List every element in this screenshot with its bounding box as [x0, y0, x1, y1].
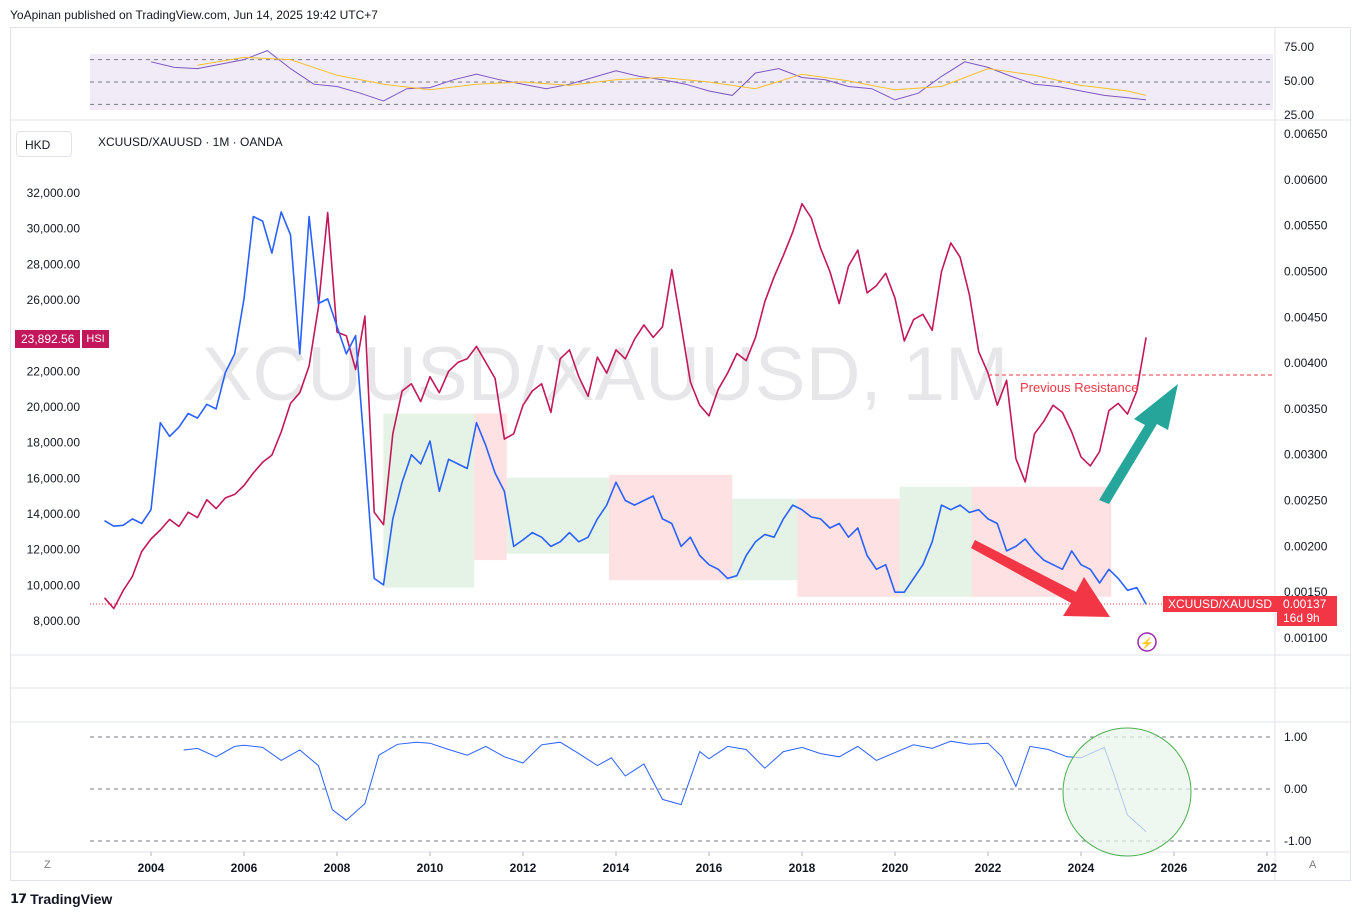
x-tick-label: 202 [1257, 861, 1277, 875]
right-axis-tick: 0.00550 [1284, 219, 1328, 233]
right-axis-tick: 0.00200 [1284, 539, 1328, 553]
left-axis-tick: 28,000.00 [27, 257, 81, 271]
rsi-tick-label: 50.00 [1284, 74, 1314, 88]
left-axis-tick: 22,000.00 [27, 364, 81, 378]
series-layer [103, 50, 1147, 832]
grid-layer [90, 59, 1273, 842]
hsi-tag: HSI [82, 330, 109, 348]
rsi-tick-label: 25.00 [1284, 108, 1314, 122]
left-axis-tick: 32,000.00 [27, 186, 81, 200]
x-tick-label: 2026 [1161, 861, 1188, 875]
right-axis-tick: 0.00500 [1284, 264, 1328, 278]
left-axis-tick: 16,000.00 [27, 471, 81, 485]
hsi-value: 23,892.56 [15, 330, 81, 348]
right-axis-tick: 0.00400 [1284, 356, 1328, 370]
rsi-ma-line [197, 56, 1147, 96]
left-axis-tick: 18,000.00 [27, 436, 81, 450]
axis-layer: 75.00 50.00 25.00 0.00650 0.00600 0.00550 0.00… [27, 40, 1328, 875]
left-axis-tick: 14,000.00 [27, 507, 81, 521]
red-zone[interactable] [609, 474, 733, 581]
x-tick-label: 2010 [417, 861, 444, 875]
tradingview-logo[interactable]: 𝟭𝟳 TradingView [10, 891, 112, 907]
left-axis-tick: 12,000.00 [27, 543, 81, 557]
right-axis-tick: 0.00450 [1284, 310, 1328, 324]
bar-countdown: 16d 9h [1283, 611, 1320, 625]
green-zone[interactable] [506, 477, 610, 554]
last-price-label: 0.00137 16d 9h [1277, 596, 1337, 626]
zoom-toggle-button[interactable]: Z [44, 859, 51, 871]
tradingview-logo-icon: 𝟭𝟳 [10, 891, 27, 906]
zones-layer [383, 413, 1112, 597]
last-price-value: 0.00137 [1283, 597, 1327, 611]
currency-badge[interactable]: HKD [16, 131, 72, 157]
right-axis-tick: 0.00250 [1284, 494, 1328, 508]
x-tick-label: 2004 [138, 861, 165, 875]
x-tick-label: 2018 [789, 861, 816, 875]
green-up-arrow[interactable] [1099, 384, 1178, 504]
corr-tick-label: 1.00 [1284, 730, 1308, 744]
x-tick-label: 2020 [882, 861, 909, 875]
symbol-legend[interactable]: XCUUSD/XAUUSD · 1M · OANDA [98, 135, 283, 149]
publish-info: YoApinan published on TradingView.com, J… [10, 8, 378, 22]
right-axis-tick: 0.00150 [1284, 585, 1328, 599]
green-zone[interactable] [732, 498, 798, 581]
x-tick-label: 2022 [975, 861, 1002, 875]
left-axis-tick: 10,000.00 [27, 578, 81, 592]
highlight-circle[interactable] [1062, 727, 1192, 857]
watermark: XCUUSD/XAUUSD, 1M [202, 332, 1009, 417]
red-zone[interactable] [797, 498, 900, 597]
lightning-icon[interactable] [1137, 632, 1157, 652]
tradingview-logo-text: TradingView [30, 891, 113, 907]
x-tick-label: 2006 [231, 861, 258, 875]
chart-frame [10, 27, 1351, 881]
right-axis-tick: 0.00650 [1284, 127, 1328, 141]
x-tick-label: 2024 [1068, 861, 1095, 875]
x-tick-label: 2008 [324, 861, 351, 875]
right-axis-tick: 0.00300 [1284, 448, 1328, 462]
x-tick-label: 2016 [696, 861, 723, 875]
corr-tick-label: 0.00 [1284, 782, 1308, 796]
previous-resistance-label: Previous Resistance [1020, 380, 1139, 395]
left-axis-tick: 30,000.00 [27, 222, 81, 236]
ratio-line[interactable] [104, 211, 1147, 605]
rsi-tick-label: 75.00 [1284, 40, 1314, 54]
lightning-glyph: ⚡ [1140, 637, 1154, 650]
right-axis-tick: 0.00600 [1284, 173, 1328, 187]
correlation-line [183, 740, 1147, 832]
hsi-price-label: 23,892.56 HSI [15, 330, 109, 348]
left-axis-tick: 20,000.00 [27, 400, 81, 414]
x-tick-label: 2014 [603, 861, 630, 875]
x-tick-label: 2012 [510, 861, 537, 875]
corr-tick-label: -1.00 [1284, 834, 1312, 848]
series-name-label: XCUUSD/XAUUSD [1163, 596, 1278, 612]
right-axis-tick: 0.00350 [1284, 402, 1328, 416]
left-axis-tick: 8,000.00 [33, 614, 80, 628]
red-down-arrow[interactable] [971, 540, 1110, 617]
auto-scale-button[interactable]: A [1309, 859, 1317, 871]
green-zone[interactable] [899, 486, 972, 597]
hsi-line[interactable] [103, 202, 1147, 610]
left-axis-tick: 26,000.00 [27, 293, 81, 307]
right-axis-tick: 0.00100 [1284, 631, 1328, 645]
